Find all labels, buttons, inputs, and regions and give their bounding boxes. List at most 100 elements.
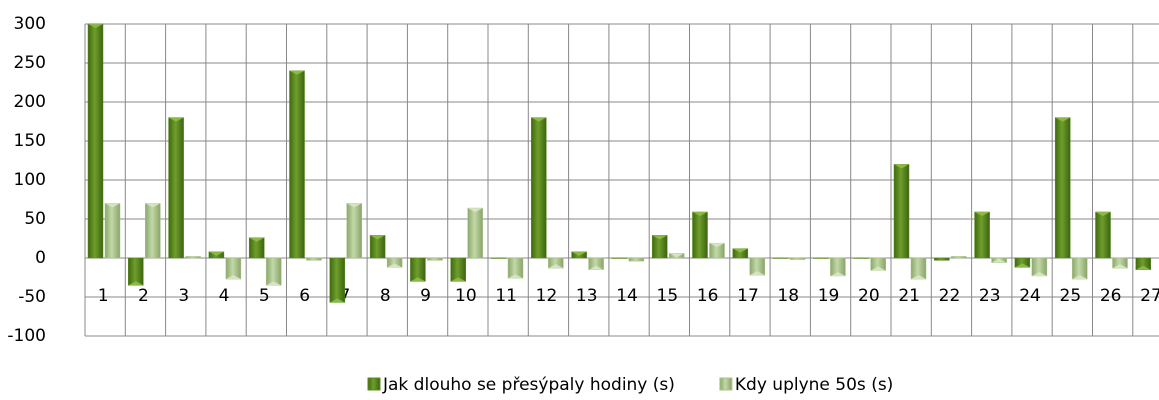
bar bbox=[789, 257, 806, 260]
x-tick-label: 6 bbox=[299, 286, 310, 306]
legend-marker bbox=[367, 377, 381, 391]
x-tick-label: 16 bbox=[697, 286, 719, 306]
bar-bevel bbox=[531, 117, 547, 122]
x-tick-label: 4 bbox=[219, 286, 230, 306]
bar-bevel bbox=[467, 208, 483, 213]
bar bbox=[329, 257, 346, 303]
bar-body bbox=[974, 211, 990, 259]
bar bbox=[1031, 257, 1048, 277]
bar bbox=[628, 257, 645, 262]
bar bbox=[951, 256, 967, 259]
bar-body bbox=[168, 117, 184, 259]
bar bbox=[830, 257, 846, 277]
bar-bevel bbox=[1135, 265, 1151, 270]
bar-body bbox=[490, 257, 507, 259]
bar-bevel bbox=[387, 263, 403, 268]
y-tick-label: 250 bbox=[14, 53, 46, 73]
bar bbox=[853, 257, 869, 259]
x-tick-label: 1 bbox=[98, 286, 109, 306]
bar-body bbox=[813, 257, 829, 259]
bar-bevel bbox=[571, 251, 587, 256]
bar bbox=[128, 257, 144, 286]
bar-bevel bbox=[669, 253, 685, 258]
y-tick-label: 300 bbox=[14, 14, 46, 34]
y-tick-label: 50 bbox=[24, 209, 46, 229]
bar bbox=[185, 256, 201, 259]
x-tick-label: 24 bbox=[1019, 286, 1041, 306]
bar bbox=[611, 257, 628, 259]
bar bbox=[208, 251, 225, 259]
bar bbox=[450, 257, 466, 282]
bar bbox=[709, 242, 725, 259]
bar bbox=[289, 70, 305, 259]
bar-bevel bbox=[249, 237, 265, 242]
bar-body bbox=[951, 256, 967, 259]
bar bbox=[991, 257, 1007, 263]
bar bbox=[1112, 257, 1128, 269]
bar-bevel bbox=[225, 275, 241, 280]
bar bbox=[588, 257, 604, 270]
bar bbox=[145, 203, 161, 259]
bar-bevel bbox=[894, 164, 909, 169]
bar-bevel bbox=[1055, 117, 1071, 122]
x-tick-label: 18 bbox=[777, 286, 799, 306]
bar-bevel bbox=[266, 281, 282, 286]
bar bbox=[410, 257, 426, 282]
legend-label: Kdy uplyne 50s (s) bbox=[735, 375, 893, 395]
x-tick-label: 5 bbox=[259, 286, 270, 306]
bar-bevel bbox=[508, 274, 523, 279]
bar bbox=[507, 257, 524, 279]
bar-body bbox=[934, 257, 950, 261]
bar bbox=[910, 257, 927, 280]
bar-bevel bbox=[1072, 275, 1088, 280]
x-tick-label: 21 bbox=[898, 286, 920, 306]
bar bbox=[813, 257, 829, 259]
bar bbox=[651, 235, 668, 259]
x-tick-label: 12 bbox=[536, 286, 558, 306]
bar-body bbox=[853, 257, 869, 259]
bar-body bbox=[265, 257, 282, 286]
bar-body bbox=[104, 203, 121, 259]
legend-label: Jak dlouho se přesýpaly hodiny (s) bbox=[382, 375, 675, 395]
bar-bevel bbox=[911, 275, 926, 280]
bar-bevel bbox=[370, 235, 386, 240]
bar-bevel bbox=[692, 211, 708, 216]
bar-bevel bbox=[1031, 271, 1047, 276]
bar-body bbox=[1095, 211, 1111, 259]
bar-bevel bbox=[1112, 264, 1128, 269]
bar-bevel bbox=[128, 281, 144, 286]
bar-bevel bbox=[168, 117, 184, 122]
bar bbox=[490, 257, 507, 259]
bar-body bbox=[427, 257, 443, 261]
x-tick-label: 27 bbox=[1140, 286, 1159, 306]
bar-body bbox=[1054, 117, 1071, 259]
bar-bevel bbox=[870, 266, 886, 271]
bar-body bbox=[346, 203, 363, 259]
bar-bevel bbox=[450, 277, 466, 282]
bar-body bbox=[789, 257, 806, 260]
bar bbox=[1014, 257, 1031, 268]
bar bbox=[772, 257, 789, 259]
bar bbox=[692, 211, 708, 259]
bar bbox=[668, 253, 685, 259]
bar-bevel bbox=[1095, 211, 1111, 216]
x-tick-label: 23 bbox=[979, 286, 1001, 306]
bar-body bbox=[87, 23, 104, 259]
y-tick-label: 200 bbox=[14, 92, 46, 112]
bar-bevel bbox=[732, 248, 748, 253]
bar-body bbox=[306, 257, 322, 261]
y-tick-label: -100 bbox=[7, 326, 46, 346]
x-tick-label: 2 bbox=[138, 286, 149, 306]
bar bbox=[168, 117, 184, 259]
bar bbox=[974, 211, 990, 259]
bar-bevel bbox=[974, 211, 990, 216]
bar-body bbox=[467, 207, 483, 259]
x-tick-label: 9 bbox=[420, 286, 431, 306]
bar bbox=[467, 207, 483, 259]
bar-bevel bbox=[991, 258, 1007, 263]
bar-bevel bbox=[830, 271, 846, 276]
bar bbox=[1054, 117, 1071, 259]
bar bbox=[571, 251, 587, 259]
bar-bevel bbox=[410, 277, 426, 282]
bar bbox=[369, 235, 386, 259]
